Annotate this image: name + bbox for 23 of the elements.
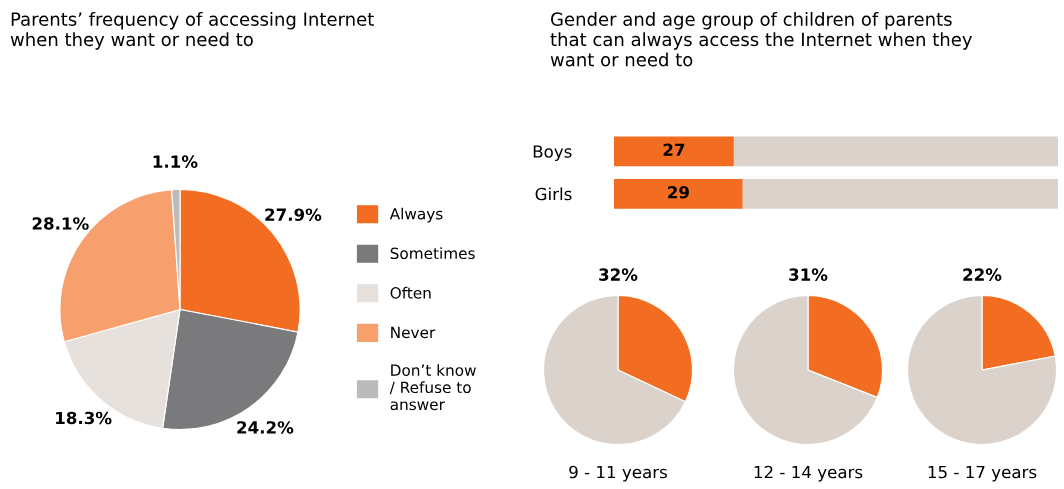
data-label: 18.3% (56, 411, 112, 425)
y-tick-label: Boys (533, 145, 572, 162)
chart-title: 31% (789, 268, 828, 281)
legend-label: Never (391, 326, 436, 339)
text: 9 - 11 years (569, 465, 667, 482)
data-label: 1.1% (153, 155, 198, 168)
data-label: 27.9% (265, 208, 322, 221)
data-label: 24.2% (237, 421, 294, 434)
chart-title: 32% (599, 268, 638, 281)
legend-label: Sometimes (390, 247, 475, 260)
text: 12 - 14 years (754, 465, 863, 482)
data-label: 29 (668, 185, 689, 199)
legend-label: Always (389, 207, 443, 223)
chart-title: Parents’ frequency of accessing Internet when they want or need to (10, 12, 374, 50)
data-label: 28.1% (32, 217, 89, 230)
y-tick-label: Girls (535, 187, 572, 201)
legend-label: Don’t know / Refuse to answer (389, 364, 476, 411)
data-label: 27 (663, 143, 685, 156)
chart-title: Gender and age group of children of parents that can always access the Internet when they want or need to (550, 12, 972, 67)
legend-label: Often (390, 286, 431, 299)
text: 15 - 17 years (928, 465, 1037, 482)
chart-title: 22% (963, 268, 1002, 281)
pie-slice (906, 294, 1058, 446)
